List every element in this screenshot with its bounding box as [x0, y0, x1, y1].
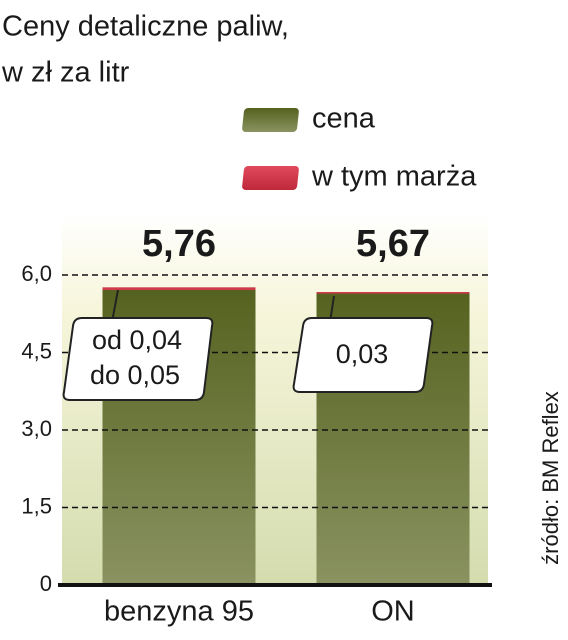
chart-title: Ceny detaliczne paliw, [2, 11, 289, 43]
annotation: 0,03 [336, 339, 389, 369]
y-tick-label: 0 [40, 571, 52, 596]
y-tick-label: 4,5 [21, 338, 52, 363]
annotation-box [292, 317, 434, 393]
source: źródło: BM Reflex [538, 391, 563, 565]
annotations: od 0,04 do 0,05 0,03 [62, 289, 434, 401]
y-tick-label: 3,0 [21, 416, 52, 441]
value-label: 5,67 [356, 223, 430, 265]
annotation: od 0,04 [92, 325, 182, 355]
margin-segment [316, 292, 470, 294]
annotation-box [62, 317, 214, 401]
legend-swatch [242, 108, 299, 132]
x-tick-label: benzyna 95 [104, 596, 254, 628]
pointer [111, 289, 119, 323]
value-label: 5,76 [142, 223, 216, 265]
legend-swatch [242, 166, 299, 190]
y-tick-label: 6,0 [21, 261, 52, 286]
chart-subtitle: w zł za litr [1, 57, 130, 89]
legend-label: w tym marża [311, 161, 477, 193]
margin-segment [102, 287, 256, 290]
y-tick-label: 1,5 [21, 493, 52, 518]
legend-label: cena [312, 103, 376, 135]
x-tick-label: ON [371, 596, 415, 628]
annotation: do 0,05 [90, 360, 180, 390]
